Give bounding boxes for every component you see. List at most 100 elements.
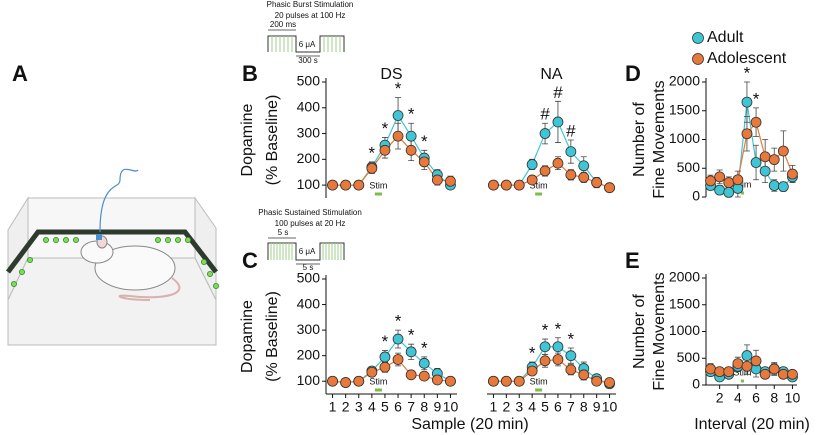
significance-marker: * <box>369 143 376 162</box>
data-point <box>488 179 499 191</box>
significance-marker: * <box>408 105 415 124</box>
panel-letter: C <box>242 248 258 273</box>
data-point <box>327 179 338 191</box>
data-point <box>591 375 603 387</box>
series-line <box>493 120 610 189</box>
data-point <box>741 128 753 140</box>
data-point <box>741 360 753 372</box>
data-point <box>445 175 456 187</box>
data-point <box>768 154 780 166</box>
data-point <box>723 366 735 378</box>
data-point <box>768 363 780 375</box>
stim-label: Stim <box>369 180 387 190</box>
stim-label: Stim <box>733 179 751 189</box>
data-point <box>539 128 551 139</box>
data-point <box>418 156 430 168</box>
x-tick-label: 8 <box>580 399 588 415</box>
pulses <box>271 36 341 52</box>
dimension-lines <box>268 237 320 265</box>
data-point <box>392 354 404 365</box>
y-axis-label: Number of <box>631 294 648 369</box>
data-point <box>405 130 417 142</box>
data-point <box>379 351 391 363</box>
data-point <box>714 366 726 378</box>
data-point <box>445 375 456 387</box>
protocol-title: Phasic Sustained Stimulation <box>258 208 362 217</box>
data-point <box>732 174 744 186</box>
series-line <box>493 358 610 384</box>
y-axis-label: Dopamine <box>239 300 256 373</box>
data-point <box>366 366 378 378</box>
significance-marker: * <box>744 63 751 82</box>
panel-letter: B <box>242 61 258 86</box>
y-tick-label: 1500 <box>669 295 700 311</box>
data-point <box>500 375 512 387</box>
data-point <box>488 375 499 387</box>
x-tick-label: 6 <box>394 399 402 415</box>
data-point <box>750 157 762 168</box>
significance-marker: * <box>555 319 562 338</box>
protocol-subtitle: 20 pulses at 100 Hz <box>275 11 346 20</box>
x-tick-label: 3 <box>355 399 363 415</box>
y-tick-label: 400 <box>297 295 321 311</box>
led-strip <box>6 229 218 274</box>
data-point <box>418 370 430 382</box>
data-point <box>759 151 771 163</box>
y-tick-label: 2000 <box>669 73 700 89</box>
x-tick-label: 2 <box>342 399 350 415</box>
significance-marker: * <box>382 332 389 351</box>
legend-label: Adult <box>707 29 744 46</box>
x-axis-label: Sample (20 min) <box>411 416 528 433</box>
stim-label: Stim <box>369 376 387 386</box>
data-point <box>578 160 590 172</box>
data-point <box>750 116 762 128</box>
x-tick-label: 7 <box>407 399 415 415</box>
data-point <box>405 144 417 156</box>
data-point <box>714 171 726 183</box>
x-tick-label: 1 <box>490 399 498 415</box>
data-point <box>539 165 551 177</box>
x-tick-label: 5 <box>381 399 389 415</box>
x-tick-label: 4 <box>734 390 742 406</box>
data-point <box>741 350 753 361</box>
y-tick-label: 300 <box>297 321 321 337</box>
y-tick-label: 500 <box>677 349 701 365</box>
y-tick-label: 300 <box>297 124 321 140</box>
y-tick-label: 200 <box>297 346 321 362</box>
data-point <box>565 364 577 376</box>
data-point <box>379 361 391 373</box>
data-point <box>513 179 525 191</box>
x-tick-label: 6 <box>752 390 760 406</box>
significance-marker: * <box>421 338 428 357</box>
data-point <box>578 171 590 183</box>
data-point <box>418 357 430 369</box>
headstage <box>96 234 102 240</box>
rat-body <box>94 245 176 291</box>
significance-marker: * <box>382 119 389 138</box>
significance-marker: * <box>753 89 760 108</box>
led-lights <box>10 236 219 289</box>
panel-letter: A <box>12 61 28 86</box>
data-point <box>327 375 338 387</box>
x-tick-label: 10 <box>602 399 618 415</box>
data-point <box>366 162 378 174</box>
data-point <box>768 180 780 191</box>
data-point <box>759 368 771 380</box>
data-point <box>431 174 443 186</box>
data-point <box>777 145 789 157</box>
x-tick-label: 10 <box>785 390 801 406</box>
data-point <box>578 369 590 381</box>
pulses <box>270 243 342 260</box>
data-point <box>741 96 753 108</box>
data-point <box>526 365 538 377</box>
cable <box>99 168 139 233</box>
data-point <box>392 333 404 345</box>
x-tick-label: 8 <box>770 390 778 406</box>
data-point <box>723 177 735 189</box>
data-point <box>405 369 417 381</box>
significance-marker: * <box>542 321 549 340</box>
data-point <box>750 355 762 367</box>
x-tick-label: 4 <box>368 399 376 415</box>
x-tick-label: 3 <box>515 399 523 415</box>
data-point <box>552 157 564 169</box>
